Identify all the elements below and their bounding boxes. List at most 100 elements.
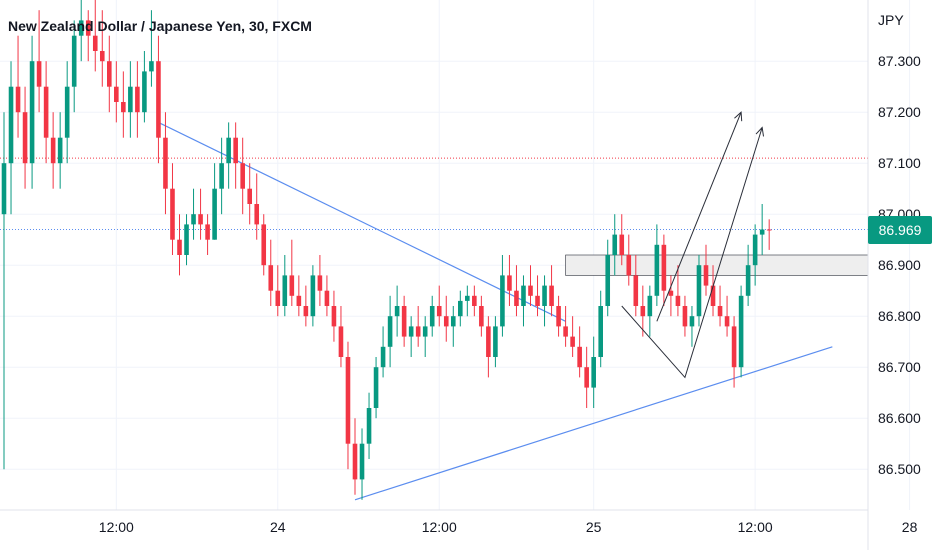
candle-body [633, 275, 639, 306]
trendline-1 [158, 121, 566, 322]
candle-body [233, 137, 238, 164]
candle-body [121, 102, 126, 113]
price-tick-label: 86.800 [878, 308, 921, 324]
candle-body [114, 86, 119, 102]
time-tick-label: 12:00 [422, 519, 457, 535]
candle-body [710, 285, 716, 306]
candle-body [654, 244, 660, 296]
candle-body [472, 295, 477, 306]
candle-body [731, 326, 737, 368]
candle-body [647, 295, 653, 317]
candle-body [373, 367, 379, 408]
candle-body [766, 229, 772, 231]
candle-body [331, 306, 337, 327]
price-tick-label: 86.700 [878, 359, 921, 375]
chart-title: New Zealand Dollar / Japanese Yen, 30, F… [8, 18, 312, 34]
candle-body [64, 86, 70, 138]
candle-body [626, 255, 632, 276]
candle-body [689, 316, 695, 327]
candle-body [240, 163, 245, 189]
candle-body [50, 137, 56, 164]
candle-body [493, 326, 498, 357]
candle-body [443, 316, 449, 327]
candle-body [177, 239, 182, 255]
candle-body [92, 35, 98, 51]
candle-body [514, 290, 519, 306]
candle-body [170, 188, 175, 240]
candle-body [542, 285, 547, 306]
candle-body [1, 163, 7, 215]
candle-body [261, 224, 267, 266]
time-tick-label: 12:00 [99, 519, 134, 535]
arrow-head-2 [734, 111, 743, 122]
candle-body [450, 316, 456, 327]
time-tick-label: 12:00 [738, 519, 773, 535]
price-tick-label: 87.300 [878, 53, 921, 69]
time-tick-label: 24 [270, 519, 286, 535]
candle-body [682, 306, 688, 327]
candle-body [612, 234, 618, 255]
candle-body [387, 316, 393, 347]
candle-body [85, 20, 91, 36]
candle-body [352, 443, 358, 480]
candle-body [394, 306, 400, 317]
candle-body [703, 265, 709, 286]
candle-body [563, 326, 568, 337]
price-tick-label: 87.100 [878, 155, 921, 171]
candle-body [605, 255, 611, 306]
trendline-2 [354, 346, 833, 501]
candle-body [296, 295, 302, 306]
candle-body [521, 285, 526, 306]
current-price-badge: 86.969 [868, 216, 932, 244]
candle-body [163, 137, 168, 189]
candle-body [128, 86, 133, 113]
candle-body [57, 137, 63, 164]
candle-body [401, 306, 407, 337]
candle-body [661, 244, 667, 291]
candle-body [107, 61, 112, 87]
projection-arrow-1 [621, 127, 763, 379]
projection-arrow-2 [656, 112, 742, 322]
candle-body [156, 61, 161, 138]
price-tick-label: 87.200 [878, 104, 921, 120]
candle-body [577, 346, 582, 368]
candle-body [570, 336, 575, 347]
candle-body [43, 86, 49, 138]
candle-body [78, 20, 84, 36]
candle-body [486, 326, 491, 357]
candle-body [458, 300, 463, 317]
candle-body [745, 265, 751, 296]
candle-body [528, 285, 533, 296]
candle-body [366, 408, 372, 444]
candle-body [198, 214, 203, 225]
candle-body [338, 326, 344, 357]
candle-body [380, 346, 386, 368]
candle-body [149, 61, 154, 72]
support-zone [565, 254, 869, 276]
candle-body [303, 306, 309, 317]
candle-body [289, 275, 295, 296]
candle-body [184, 224, 189, 255]
candle-body [675, 295, 681, 306]
candle-body [549, 285, 554, 306]
candle-body [359, 443, 365, 480]
candle-body [556, 306, 561, 327]
candle-body [226, 137, 231, 164]
candle-body [507, 275, 512, 291]
currency-label: JPY [878, 12, 904, 28]
candle-body [465, 295, 470, 301]
candle-body [619, 234, 625, 255]
candle-body [275, 290, 281, 306]
candle-body [759, 229, 765, 235]
candle-body [8, 86, 14, 164]
candle-body [247, 188, 252, 204]
candle-body [282, 275, 288, 306]
candle-body [696, 265, 702, 317]
candle-body [584, 367, 589, 388]
candle-body [219, 163, 224, 189]
candle-body [436, 306, 442, 317]
price-tick-label: 86.600 [878, 410, 921, 426]
candle-body [408, 326, 414, 337]
candle-body [535, 295, 540, 306]
